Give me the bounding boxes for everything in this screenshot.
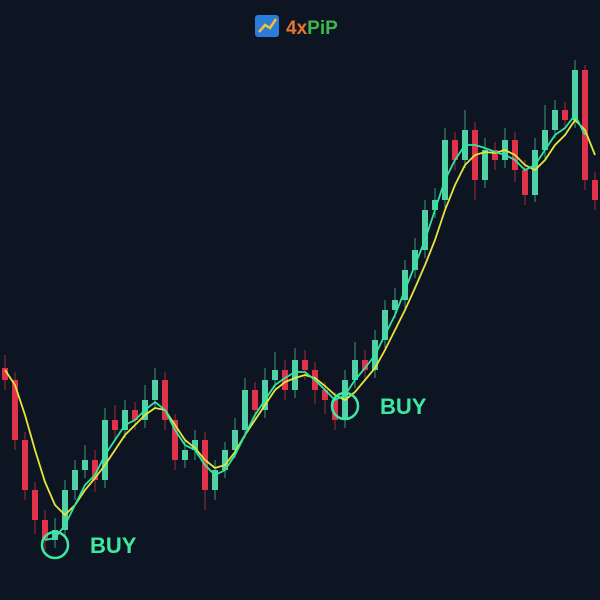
candle-body: [72, 470, 78, 490]
candle-body: [402, 270, 408, 300]
candle-body: [2, 368, 8, 380]
candle-body: [482, 150, 488, 180]
candle-body: [442, 140, 448, 200]
candle-body: [542, 130, 548, 150]
candle-body: [252, 390, 258, 410]
buy-label: BUY: [380, 394, 427, 419]
candle-body: [562, 110, 568, 120]
logo: 4xPiP: [255, 15, 338, 39]
candle-body: [42, 520, 48, 540]
candle-body: [582, 70, 588, 180]
candle-body: [162, 380, 168, 420]
candle-body: [492, 150, 498, 160]
logo-part: 4x: [286, 18, 308, 39]
candle-body: [52, 530, 58, 540]
candle-body: [352, 360, 358, 380]
candle-body: [412, 250, 418, 270]
candle-body: [522, 170, 528, 195]
candle-body: [382, 310, 388, 340]
candle-body: [112, 420, 118, 430]
buy-label: BUY: [90, 533, 137, 558]
candle-body: [452, 140, 458, 160]
candle-body: [212, 470, 218, 490]
candle-body: [292, 360, 298, 390]
candle-body: [362, 360, 368, 370]
candle-body: [302, 360, 308, 370]
candle-body: [432, 200, 438, 210]
candle-body: [102, 420, 108, 480]
plot: BUY BUY: [2, 60, 598, 560]
candle-body: [82, 460, 88, 470]
candle-body: [192, 440, 198, 450]
candle-body: [12, 380, 18, 440]
candle-body: [122, 410, 128, 430]
moving-average-line: [44, 113, 586, 541]
candle-body: [222, 450, 228, 470]
candle-body: [152, 380, 158, 400]
candle-body: [132, 410, 138, 420]
candle-body: [232, 430, 238, 450]
logo-text: 4xPiP: [286, 18, 338, 39]
buy-marker: [330, 391, 360, 421]
candle-body: [592, 180, 598, 200]
candle-body: [272, 370, 278, 380]
candle-body: [332, 400, 338, 420]
logo-part: PiP: [307, 18, 338, 39]
candle-body: [32, 490, 38, 520]
candle-body: [282, 370, 288, 390]
candle-body: [22, 440, 28, 490]
candle-body: [172, 420, 178, 460]
candle-body: [262, 380, 268, 410]
candle-body: [552, 110, 558, 130]
candle-body: [532, 150, 538, 195]
candle-body: [182, 450, 188, 460]
buy-marker: [40, 530, 70, 560]
candle-body: [62, 490, 68, 530]
logo-icon-arrow: [258, 18, 278, 33]
candle-body: [392, 300, 398, 310]
candle-body: [422, 210, 428, 250]
candle-body: [242, 390, 248, 430]
candle-body: [92, 460, 98, 480]
candle-body: [322, 390, 328, 400]
candle-body: [572, 70, 578, 120]
